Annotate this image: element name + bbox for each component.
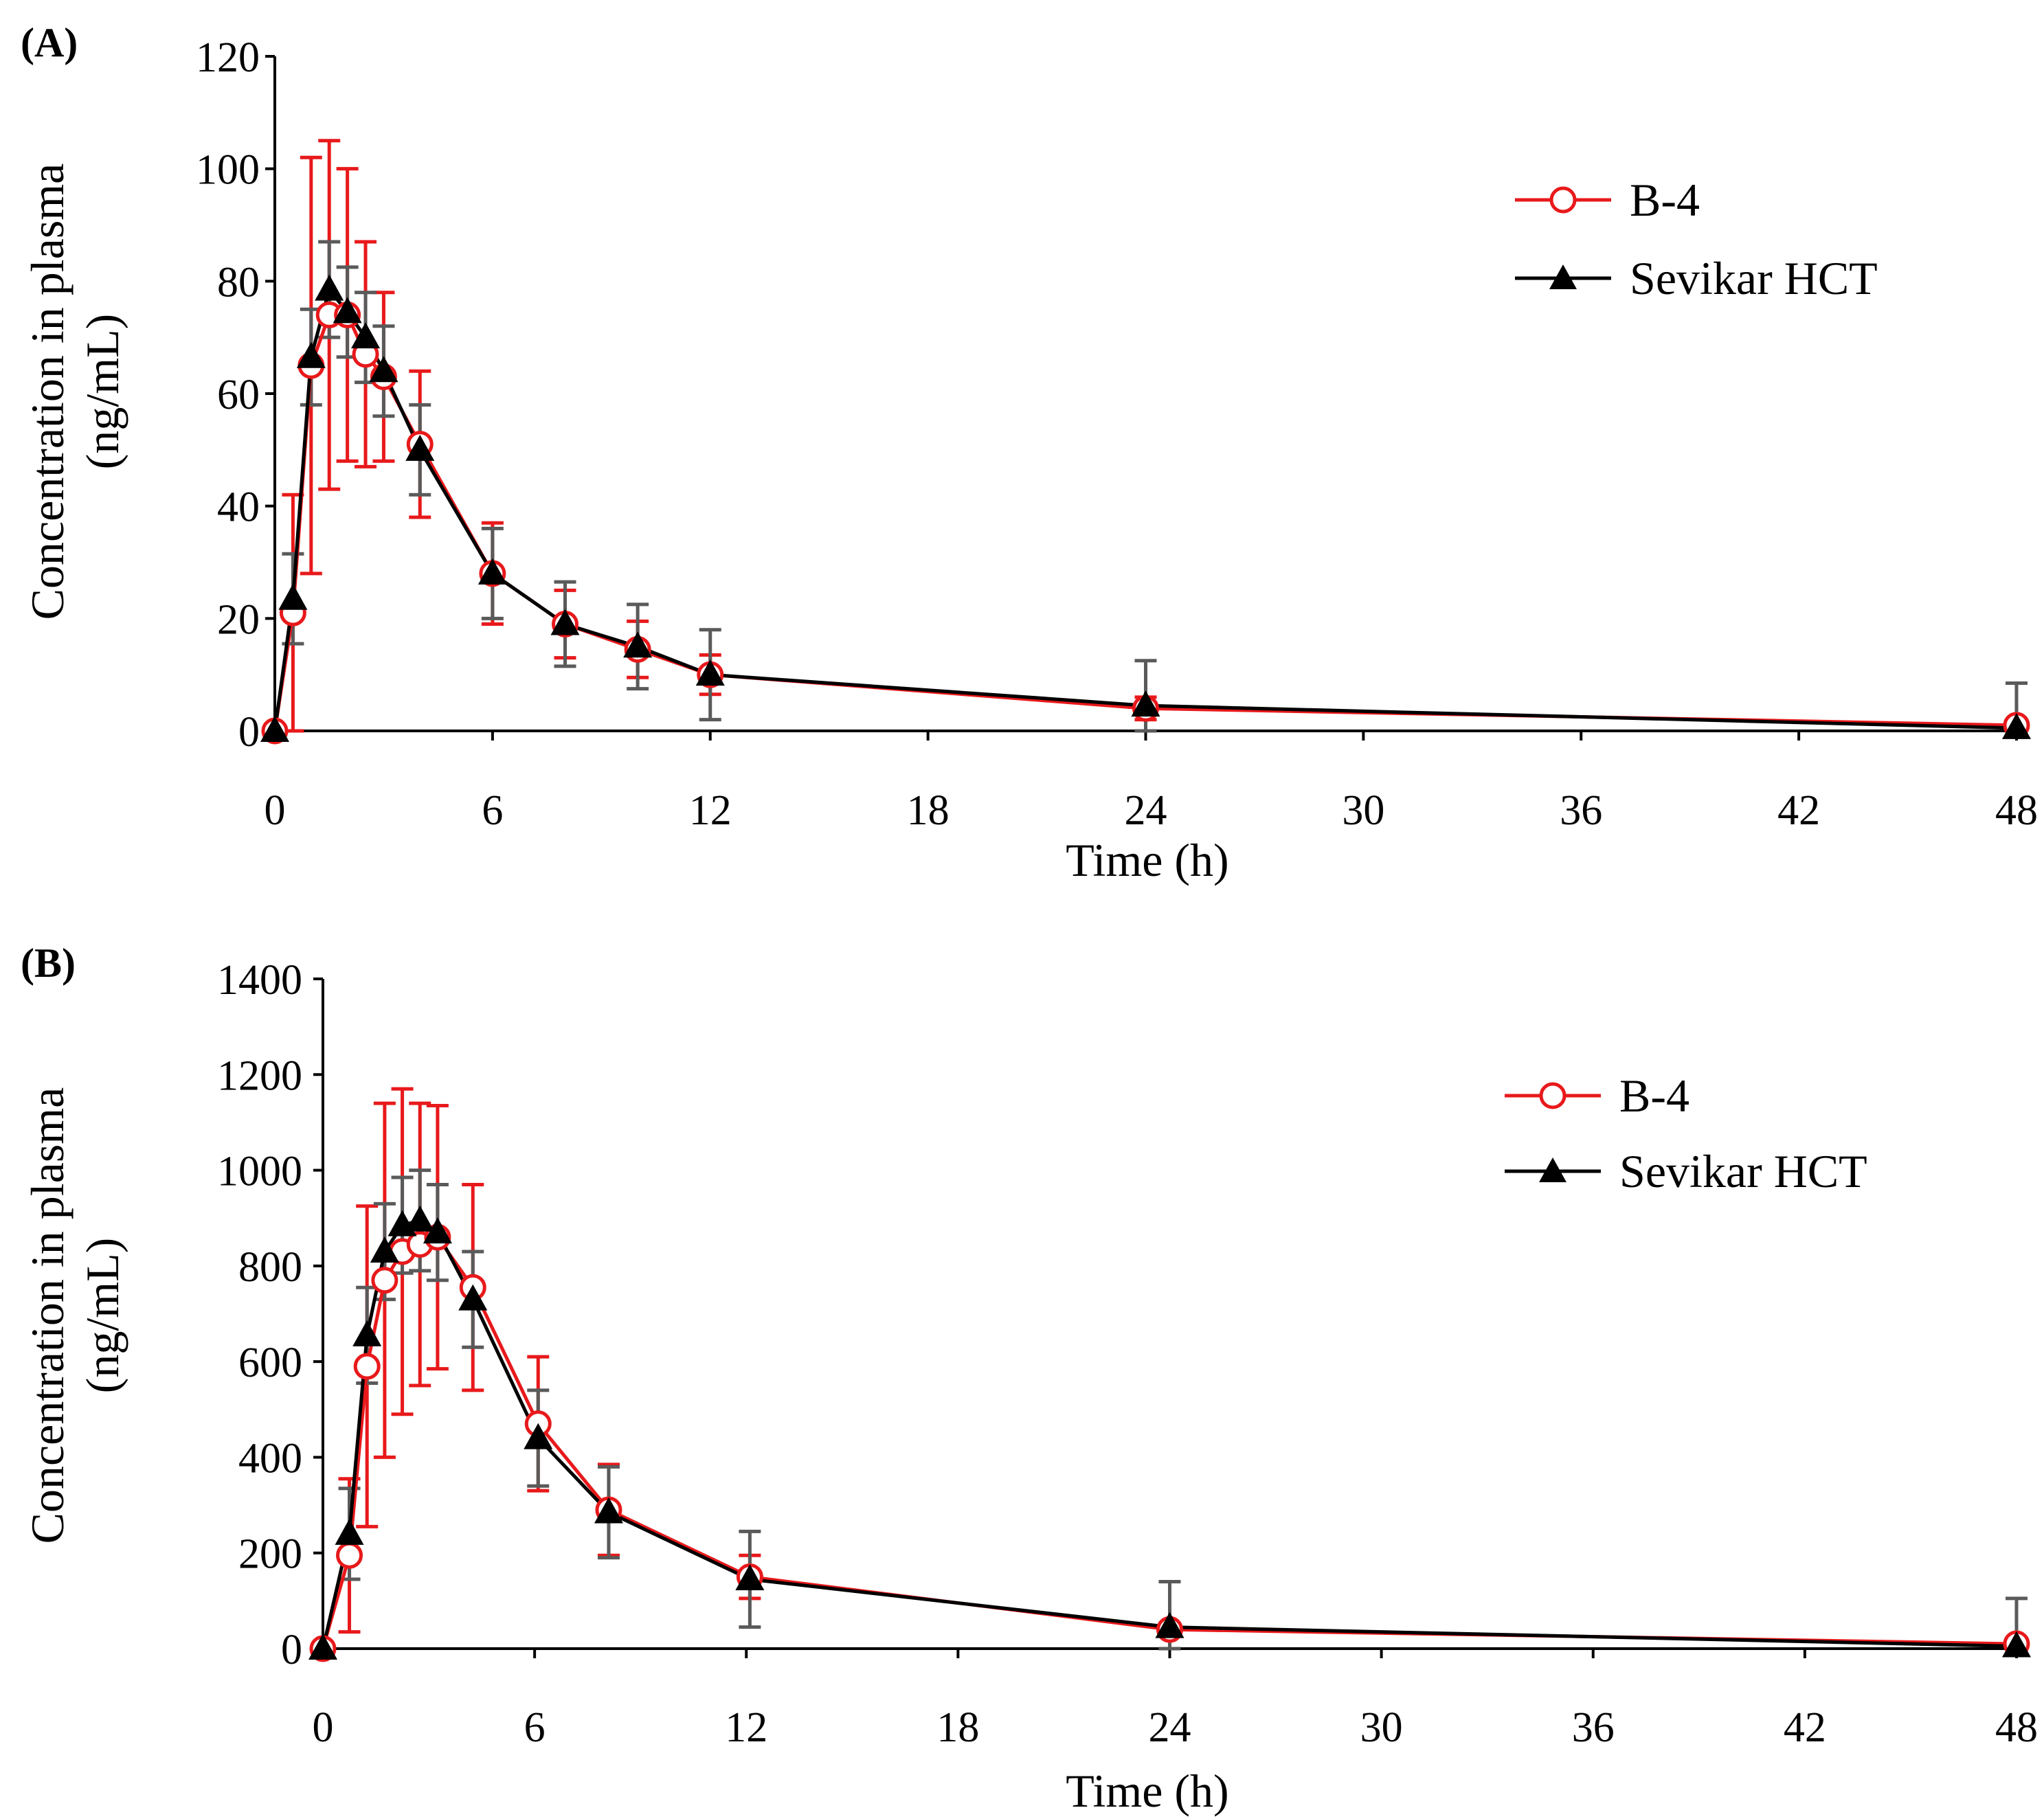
panel-b-sevikar-point bbox=[458, 1284, 488, 1311]
legend-a-b4-marker bbox=[1549, 186, 1577, 214]
panel-b-sevikar-point bbox=[405, 1205, 435, 1232]
legend-b-sevikar-label: Sevikar HCT bbox=[1619, 1145, 1867, 1197]
panel-b-y-tick-label: 800 bbox=[238, 1244, 302, 1291]
panel-a-xlabel: Time (h) bbox=[1066, 834, 1228, 886]
panel-b-y-tick-label: 0 bbox=[281, 1627, 302, 1673]
panel-a-sevikar-point bbox=[369, 356, 398, 383]
panel-b-x-tick-label: 42 bbox=[1784, 1704, 1826, 1751]
panel-a-markers bbox=[260, 274, 2031, 745]
panel-a-x-tick-label: 0 bbox=[265, 787, 286, 834]
panel-a-ylabel-line1: Concentration in plasma bbox=[21, 163, 74, 620]
panel-b-sevikar-point bbox=[524, 1423, 553, 1449]
panel-a-x-tick-label: 24 bbox=[1125, 787, 1167, 834]
legend-a-sevikar-label: Sevikar HCT bbox=[1630, 252, 1878, 304]
panel-a-sevikar-point bbox=[315, 274, 344, 301]
panel-a-sevikar-point bbox=[695, 659, 725, 686]
panel-b-x-tick-label: 6 bbox=[524, 1704, 546, 1751]
panel-a-legend: B-4 Sevikar HCT bbox=[1515, 174, 1878, 304]
panel-b-b4-point bbox=[336, 1541, 363, 1569]
panel-a-y-tick-label: 0 bbox=[238, 709, 260, 756]
panel-a-y-tick-label: 100 bbox=[196, 147, 260, 194]
panel-b-sevikar-point bbox=[423, 1217, 452, 1244]
panel-a-error-bars bbox=[282, 139, 2028, 733]
panel-a-x-tick-label: 6 bbox=[482, 787, 503, 834]
panel-a-ylabel-line2: (ng/mL) bbox=[76, 314, 128, 470]
panel-b-sevikar-point bbox=[1155, 1612, 1184, 1638]
panel-b-ylabel-line2: (ng/mL) bbox=[76, 1238, 128, 1394]
legend-a-sevikar-marker bbox=[1549, 264, 1577, 289]
panel-a-x-tick-label: 36 bbox=[1560, 787, 1602, 834]
legend-a-b4-label: B-4 bbox=[1630, 174, 1700, 226]
panel-a-axes: 0 20 40 60 80 100 120 0 6 12 18 24 30 36 42 48 bbox=[196, 34, 2038, 834]
panel-a-sevikar-point bbox=[260, 716, 289, 742]
panel-a: (A) Concentration in plasma (ng/mL) Time… bbox=[21, 20, 2038, 886]
panel-a-sevikar-point bbox=[478, 558, 507, 585]
panel-b-sevikar-point bbox=[594, 1497, 623, 1524]
panel-a-x-tick-label: 48 bbox=[1995, 787, 2038, 834]
panel-b-sevikar-point bbox=[308, 1634, 337, 1660]
legend-b-b4-label: B-4 bbox=[1619, 1070, 1689, 1122]
panel-b-sevikar-point bbox=[2002, 1631, 2031, 1658]
panel-b-sevikar-point bbox=[352, 1320, 382, 1346]
panel-b-b4-point bbox=[353, 1353, 381, 1380]
panel-a-y-tick-label: 80 bbox=[217, 259, 260, 306]
panel-a-sevikar-point bbox=[333, 297, 362, 324]
panel-b-x-tick-label: 0 bbox=[313, 1704, 334, 1751]
panel-b-y-tick-label: 400 bbox=[238, 1435, 302, 1482]
panel-a-y-tick-label: 40 bbox=[217, 484, 260, 531]
panel-b-markers bbox=[308, 1205, 2031, 1662]
panel-a-label: (A) bbox=[21, 20, 78, 65]
panel-b-xlabel: Time (h) bbox=[1066, 1765, 1228, 1817]
legend-b-b4-marker bbox=[1539, 1082, 1566, 1109]
panel-b-y-tick-label: 1200 bbox=[217, 1052, 302, 1099]
legend-b-sevikar-marker bbox=[1539, 1157, 1566, 1182]
panel-a-x-tick-label: 30 bbox=[1342, 787, 1384, 834]
panel-b-x-tick-label: 18 bbox=[936, 1704, 979, 1751]
panel-a-sevikar-point bbox=[351, 322, 381, 349]
panel-b-x-tick-label: 36 bbox=[1572, 1704, 1615, 1751]
panel-a-y-tick-label: 20 bbox=[217, 596, 260, 643]
panel-b-y-tick-label: 200 bbox=[238, 1531, 302, 1578]
panel-b-sevikar-point bbox=[335, 1518, 364, 1545]
panel-a-sevikar-point bbox=[550, 609, 580, 635]
panel-b-axes: 0 200 400 600 800 1000 1200 1400 0 6 12 18 24 30 36 42 4… bbox=[217, 957, 2038, 1751]
panel-a-x-tick-label: 42 bbox=[1777, 787, 1820, 834]
panel-b-ylabel-line1: Concentration in plasma bbox=[21, 1087, 74, 1544]
panel-b-sevikar-point bbox=[735, 1564, 765, 1591]
panel-b: (B) Concentration in plasma (ng/mL) Time… bbox=[21, 940, 2038, 1817]
panel-a-sevikar-point bbox=[1131, 690, 1160, 717]
panel-b-label: (B) bbox=[21, 940, 76, 986]
panel-b-x-tick-label: 30 bbox=[1360, 1704, 1403, 1751]
panel-a-y-tick-label: 60 bbox=[217, 372, 260, 418]
panel-a-x-tick-label: 12 bbox=[689, 787, 732, 834]
panel-a-sevikar-point bbox=[2002, 712, 2031, 739]
panel-a-y-tick-label: 120 bbox=[196, 34, 260, 81]
panel-a-x-tick-label: 18 bbox=[907, 787, 950, 834]
panel-b-legend: B-4 Sevikar HCT bbox=[1505, 1070, 1867, 1197]
panel-b-y-tick-label: 600 bbox=[238, 1340, 302, 1386]
panel-b-y-tick-label: 1000 bbox=[217, 1149, 302, 1195]
panel-a-sevikar-point bbox=[405, 434, 435, 461]
panel-b-sevikar-point bbox=[370, 1236, 399, 1263]
panel-b-x-tick-label: 12 bbox=[725, 1704, 767, 1751]
panel-a-sevikar-point bbox=[296, 341, 326, 368]
panel-a-sevikar-point bbox=[278, 583, 308, 610]
panel-b-b4-point bbox=[371, 1267, 398, 1294]
panel-b-x-tick-label: 48 bbox=[1995, 1704, 2038, 1751]
panel-b-x-tick-label: 24 bbox=[1149, 1704, 1191, 1751]
panel-a-sevikar-point bbox=[623, 631, 653, 658]
panel-b-y-tick-label: 1400 bbox=[217, 957, 302, 1004]
